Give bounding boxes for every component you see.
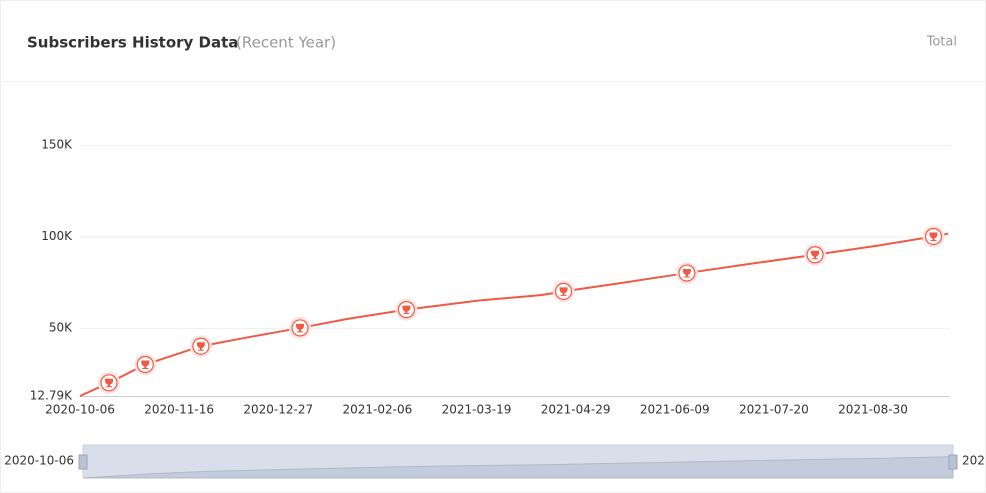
milestone-marker — [134, 353, 157, 376]
trophy-icon — [196, 342, 205, 351]
y-tick-label: 150K — [41, 138, 73, 152]
milestone-marker — [395, 298, 418, 321]
y-tick-label: 100K — [41, 229, 73, 243]
zoom-area — [82, 456, 954, 479]
milestone-marker — [189, 335, 212, 358]
trophy-icon — [559, 287, 568, 296]
y-tick-label: 12.79K — [30, 389, 73, 403]
x-tick-label: 2021-06-09 — [640, 403, 710, 417]
trophy-icon — [105, 378, 114, 388]
milestone-marker — [289, 316, 312, 339]
trophy-icon — [811, 250, 820, 260]
zoom-start-label: 2020-10-06 — [4, 454, 74, 468]
total-toggle[interactable]: Total — [926, 35, 957, 50]
y-tick-label: 50K — [49, 320, 73, 334]
trophy-icon — [929, 232, 938, 241]
milestone-marker — [98, 371, 121, 394]
trophy-icon — [296, 323, 305, 333]
chart-subtitle: (Recent Year) — [236, 34, 336, 52]
trophy-icon — [141, 360, 150, 370]
x-tick-label: 2021-08-30 — [838, 403, 908, 417]
chart-title: Subscribers History Data — [27, 34, 238, 52]
milestone-marker — [922, 225, 945, 248]
trophy-icon — [402, 305, 411, 315]
x-tick-label: 2021-04-29 — [541, 403, 611, 417]
zoom-handle[interactable] — [948, 454, 958, 470]
x-tick-label: 2021-07-20 — [739, 403, 809, 417]
x-tick-label: 2021-03-19 — [442, 403, 512, 417]
x-tick-label: 2020-11-16 — [144, 403, 214, 417]
x-tick-label: 2020-10-06 — [45, 403, 115, 417]
x-tick-label: 2021-02-06 — [343, 403, 413, 417]
milestone-marker — [804, 243, 827, 266]
x-tick-label: 2020-12-27 — [243, 403, 313, 417]
zoom-handle[interactable] — [78, 454, 88, 470]
zoom-end-label: 2021-09-30 — [962, 454, 986, 468]
trophy-icon — [682, 269, 691, 278]
milestone-marker — [675, 262, 698, 285]
milestone-marker — [552, 280, 575, 303]
